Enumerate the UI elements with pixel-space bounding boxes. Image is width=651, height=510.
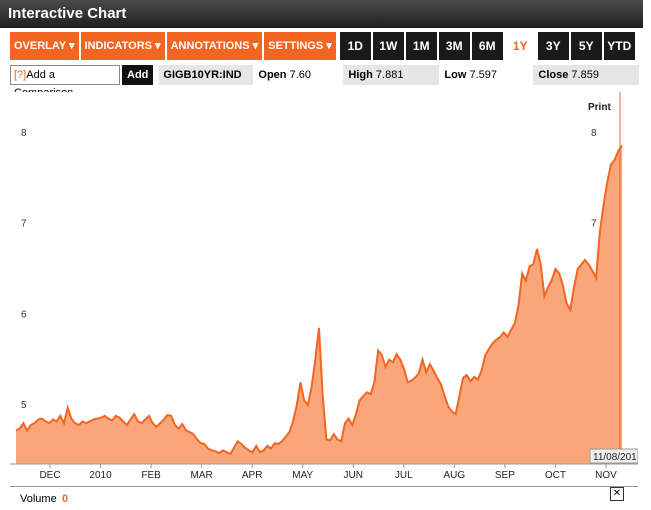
high-label: High: [348, 69, 373, 81]
high-value: 7.881: [375, 69, 404, 81]
y-tick-bg-left: [19, 307, 29, 321]
close-label: Close: [538, 69, 569, 81]
x-tick-label: 2010: [89, 470, 112, 481]
add-comparison-button[interactable]: Add: [122, 65, 154, 85]
x-tick-label: JUL: [395, 470, 413, 481]
range-button-ytd[interactable]: YTD: [603, 32, 635, 60]
y-tick-label-left: 5: [21, 400, 27, 411]
x-tick-label: DEC: [39, 470, 60, 481]
low-label: Low: [444, 69, 467, 81]
range-button-3m[interactable]: 3M: [438, 32, 470, 60]
y-tick-bg-left: [19, 216, 29, 230]
high-stat: High 7.881: [343, 65, 440, 85]
y-tick-bg-right: [589, 125, 599, 139]
open-value: 7.60: [289, 69, 311, 81]
help-icon[interactable]: [?]: [14, 69, 27, 81]
window-title: Interactive Chart: [0, 0, 643, 28]
low-value: 7.597: [469, 69, 497, 81]
y-tick-bg-left: [19, 398, 29, 412]
x-tick-label: NOV: [595, 470, 617, 481]
toolbar: OVERLAY ▾ INDICATORS ▾ ANNOTATIONS ▾ SET…: [10, 32, 635, 60]
range-button-6m[interactable]: 6M: [471, 32, 503, 60]
x-tick-label: MAR: [191, 470, 213, 481]
close-stat: Close 7.859: [533, 65, 640, 85]
overlay-menu[interactable]: OVERLAY ▾: [10, 32, 79, 60]
close-icon[interactable]: ✕: [610, 487, 624, 501]
close-value: 7.859: [571, 69, 599, 81]
volume-value: 0: [62, 493, 69, 505]
series-line: [15, 144, 623, 456]
add-comparison-input[interactable]: [?]Add a Comparison: [10, 65, 120, 99]
y-tick-label-right: 7: [591, 219, 597, 230]
volume-panel: Volume 0 ✕: [10, 486, 638, 509]
volume-label: Volume: [20, 493, 57, 505]
x-tick-label: AUG: [444, 470, 466, 481]
open-label: Open: [258, 69, 287, 81]
range-button-1d[interactable]: 1D: [339, 32, 371, 60]
range-button-1m[interactable]: 1M: [405, 32, 437, 60]
y-tick-label-left: 6: [21, 309, 27, 320]
y-tick-bg-left: [19, 125, 29, 139]
ticker-symbol: GIGB10YR:IND: [159, 65, 254, 85]
series-area: [16, 145, 622, 464]
x-tick-label: FEB: [141, 470, 161, 481]
range-button-1w[interactable]: 1W: [372, 32, 404, 60]
x-tick-label: JUN: [344, 470, 363, 481]
annotations-menu[interactable]: ANNOTATIONS ▾: [166, 32, 263, 60]
indicators-menu[interactable]: INDICATORS ▾: [80, 32, 165, 60]
y-tick-label-left: 7: [21, 219, 27, 230]
range-button-5y[interactable]: 5Y: [570, 32, 602, 60]
print-link[interactable]: Print: [588, 102, 611, 113]
low-stat: Low 7.597: [439, 65, 533, 85]
x-tick-label: OCT: [545, 470, 566, 481]
open-stat: Open 7.60: [253, 65, 343, 85]
x-tick-label: MAY: [292, 470, 313, 481]
x-tick-label: APR: [242, 470, 263, 481]
range-button-1y[interactable]: 1Y: [504, 32, 536, 60]
date-badge: 11/08/201: [593, 452, 637, 463]
y-tick-label-left: 8: [21, 128, 27, 139]
x-tick-label: SEP: [495, 470, 515, 481]
y-tick-bg-right: [589, 216, 599, 230]
y-tick-label-right: 8: [591, 128, 597, 139]
range-button-3y[interactable]: 3Y: [537, 32, 569, 60]
settings-menu[interactable]: SETTINGS ▾: [264, 32, 336, 60]
range-buttons: 1D 1W 1M 3M 6M 1Y 3Y 5Y YTD: [338, 32, 635, 60]
quote-bar: [?]Add a Comparison Add GIGB10YR:IND Ope…: [10, 64, 640, 99]
